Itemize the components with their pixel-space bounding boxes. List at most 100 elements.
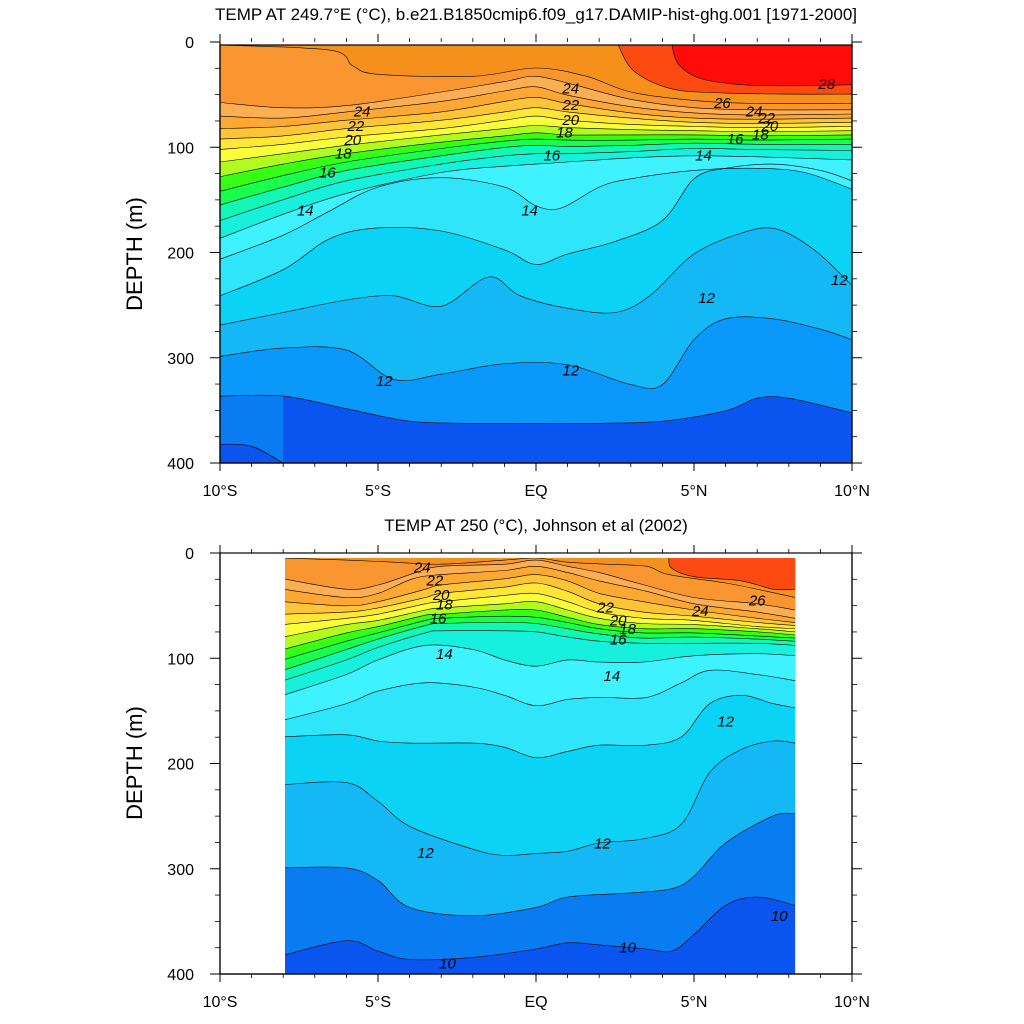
- isoline-11: [285, 896, 796, 961]
- contour-label: 14: [297, 202, 314, 219]
- y-tick-label: 0: [185, 35, 194, 52]
- x-tick-label: 10°S: [203, 483, 238, 500]
- panel2-axes: 10°S 5°S EQ 5°N 10°N 0 100 200 300 400: [167, 545, 870, 1011]
- isoline-15: [285, 644, 796, 696]
- contour-label: 18: [619, 621, 636, 638]
- contour-label: 26: [748, 592, 766, 609]
- contour-band-28: [671, 45, 852, 86]
- contour-label: 12: [831, 272, 848, 289]
- isoline-17: [285, 622, 796, 671]
- contour-label: 14: [603, 668, 620, 685]
- isoline-26: [285, 558, 796, 598]
- isoline-15: [220, 155, 852, 239]
- contour-label: 16: [543, 148, 560, 165]
- isoline-23: [285, 574, 796, 623]
- isoline-21: [220, 115, 852, 150]
- contour-label: 18: [335, 146, 352, 163]
- y-tick-label: 200: [167, 246, 194, 263]
- contour-label: 10: [771, 908, 788, 925]
- x-tick-label: 5°N: [681, 483, 708, 500]
- isoline-19: [285, 608, 796, 650]
- isoline-14: [220, 167, 852, 260]
- contour-label: 18: [436, 597, 453, 614]
- isoline-13: [220, 163, 852, 297]
- contour-label: 24: [745, 103, 763, 120]
- panel1-axes: 10°S 5°S EQ 5°N 10°N 0 100 200 300 400: [167, 34, 870, 500]
- contour-label: 24: [413, 560, 431, 577]
- isoline-25: [285, 559, 796, 611]
- contour-label: 20: [760, 118, 778, 135]
- isoline-13: [285, 694, 796, 759]
- isoline-21: [285, 592, 796, 629]
- panel-model: TEMP AT 249.7°E (°C), b.e21.B1850cmip6.f…: [122, 5, 870, 500]
- isoline-12_5: [285, 740, 796, 856]
- contour-label: 12: [698, 290, 715, 307]
- x-tick-label: 10°N: [834, 483, 870, 500]
- contour-label: 10: [439, 955, 456, 972]
- x-tick-label: EQ: [524, 994, 547, 1011]
- contour-label: 14: [521, 202, 538, 219]
- panel2-contour-lines: [285, 558, 796, 961]
- contour-label: 24: [561, 80, 579, 97]
- isoline-16: [220, 148, 852, 221]
- isoline-19: [220, 132, 852, 177]
- contour-label: 18: [556, 125, 573, 142]
- contour-label: 20: [609, 612, 627, 629]
- contour-label: 20: [343, 132, 361, 149]
- isoline-12: [220, 316, 852, 390]
- contour-label: 24: [691, 603, 709, 620]
- panel2-title: TEMP AT 250 (°C), Johnson et al (2002): [384, 516, 688, 535]
- contour-label: 22: [347, 118, 365, 135]
- isoline-27: [668, 558, 796, 591]
- contour-label: 22: [561, 97, 579, 114]
- isoline-25: [220, 75, 852, 111]
- isoline-11: [220, 443, 284, 463]
- contour-label: 20: [432, 587, 450, 604]
- y-tick-label: 400: [167, 967, 194, 984]
- y-tick-label: 200: [167, 757, 194, 774]
- panel1-ylabel: DEPTH (m): [122, 197, 147, 311]
- isoline-24: [285, 565, 796, 619]
- contour-label: 10: [619, 940, 636, 957]
- isoline-27: [617, 45, 852, 95]
- contour-label: 16: [430, 610, 447, 627]
- isoline-12_5: [220, 227, 852, 326]
- y-tick-label: 400: [167, 456, 194, 473]
- contour-label: 22: [426, 572, 444, 589]
- isoline-14: [285, 669, 796, 721]
- isoline-28: [671, 45, 852, 87]
- contour-label: 16: [319, 165, 336, 182]
- x-tick-label: 10°S: [203, 994, 238, 1011]
- contour-label: 14: [695, 148, 712, 165]
- isoline-17: [220, 142, 852, 206]
- contour-label: 14: [436, 646, 453, 663]
- contour-label: 12: [562, 362, 579, 379]
- isoline-20: [285, 601, 796, 637]
- x-tick-label: 10°N: [834, 994, 870, 1011]
- contour-label: 12: [594, 835, 611, 852]
- x-tick-label: EQ: [524, 483, 547, 500]
- contour-label: 12: [376, 373, 393, 390]
- isoline-16: [285, 630, 796, 681]
- x-tick-label: 5°S: [365, 994, 391, 1011]
- contour-label: 16: [610, 631, 627, 648]
- y-tick-label: 100: [167, 140, 194, 157]
- contour-label: 26: [713, 95, 731, 112]
- isoline-18: [220, 138, 852, 192]
- contour-label: 18: [752, 127, 769, 144]
- panel2-contour-fills: [285, 558, 796, 974]
- contour-label: 20: [561, 112, 579, 129]
- isoline-22: [285, 582, 796, 626]
- isoline-20: [220, 125, 852, 163]
- contour-label: 12: [717, 713, 734, 730]
- contour-label: 16: [727, 131, 744, 148]
- contour-label: 24: [353, 103, 371, 120]
- x-tick-label: 5°S: [365, 483, 391, 500]
- isoline-18: [285, 615, 796, 660]
- isoline-22: [220, 107, 852, 140]
- panel1-title: TEMP AT 249.7°E (°C), b.e21.B1850cmip6.f…: [215, 5, 857, 24]
- isoline-12: [285, 812, 796, 917]
- contour-band-27: [668, 558, 796, 590]
